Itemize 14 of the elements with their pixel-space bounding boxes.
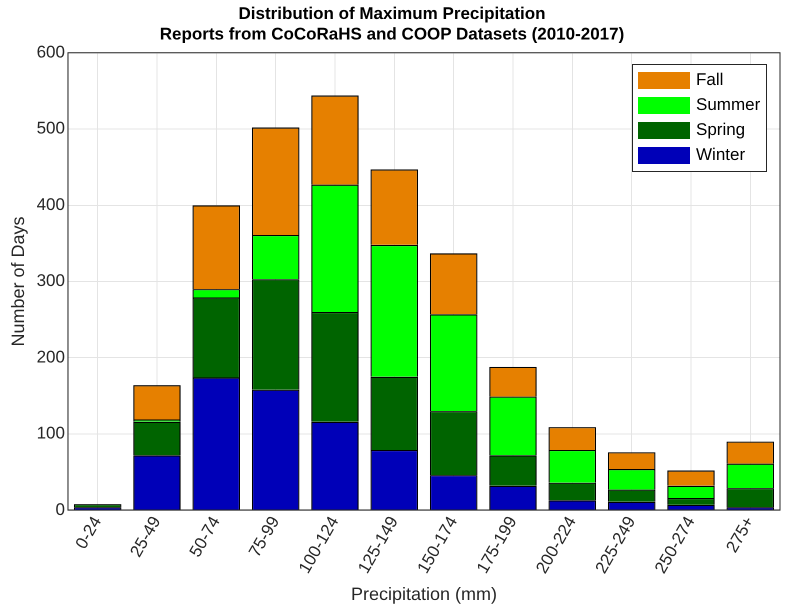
y-axis-title: Number of Days <box>8 216 28 347</box>
y-tick-label: 0 <box>55 500 65 519</box>
legend-label: Fall <box>696 70 724 90</box>
y-tick-label: 300 <box>36 271 65 290</box>
chart-title: Distribution of Maximum Precipitation Reports from CoCoRaHS and COOP Datasets (2010-2017) <box>160 4 624 44</box>
y-tick-label: 200 <box>36 347 65 366</box>
y-tick-label: 500 <box>36 118 65 138</box>
legend-label: Summer <box>696 95 760 116</box>
y-tick-label: 400 <box>36 194 65 214</box>
y-tick-label: 600 <box>36 42 65 62</box>
legend-label: Spring <box>696 120 746 140</box>
y-tick-label: 100 <box>36 424 65 443</box>
x-axis-title: Precipitation (mm) <box>350 584 497 604</box>
legend-label: Winter <box>696 145 746 166</box>
